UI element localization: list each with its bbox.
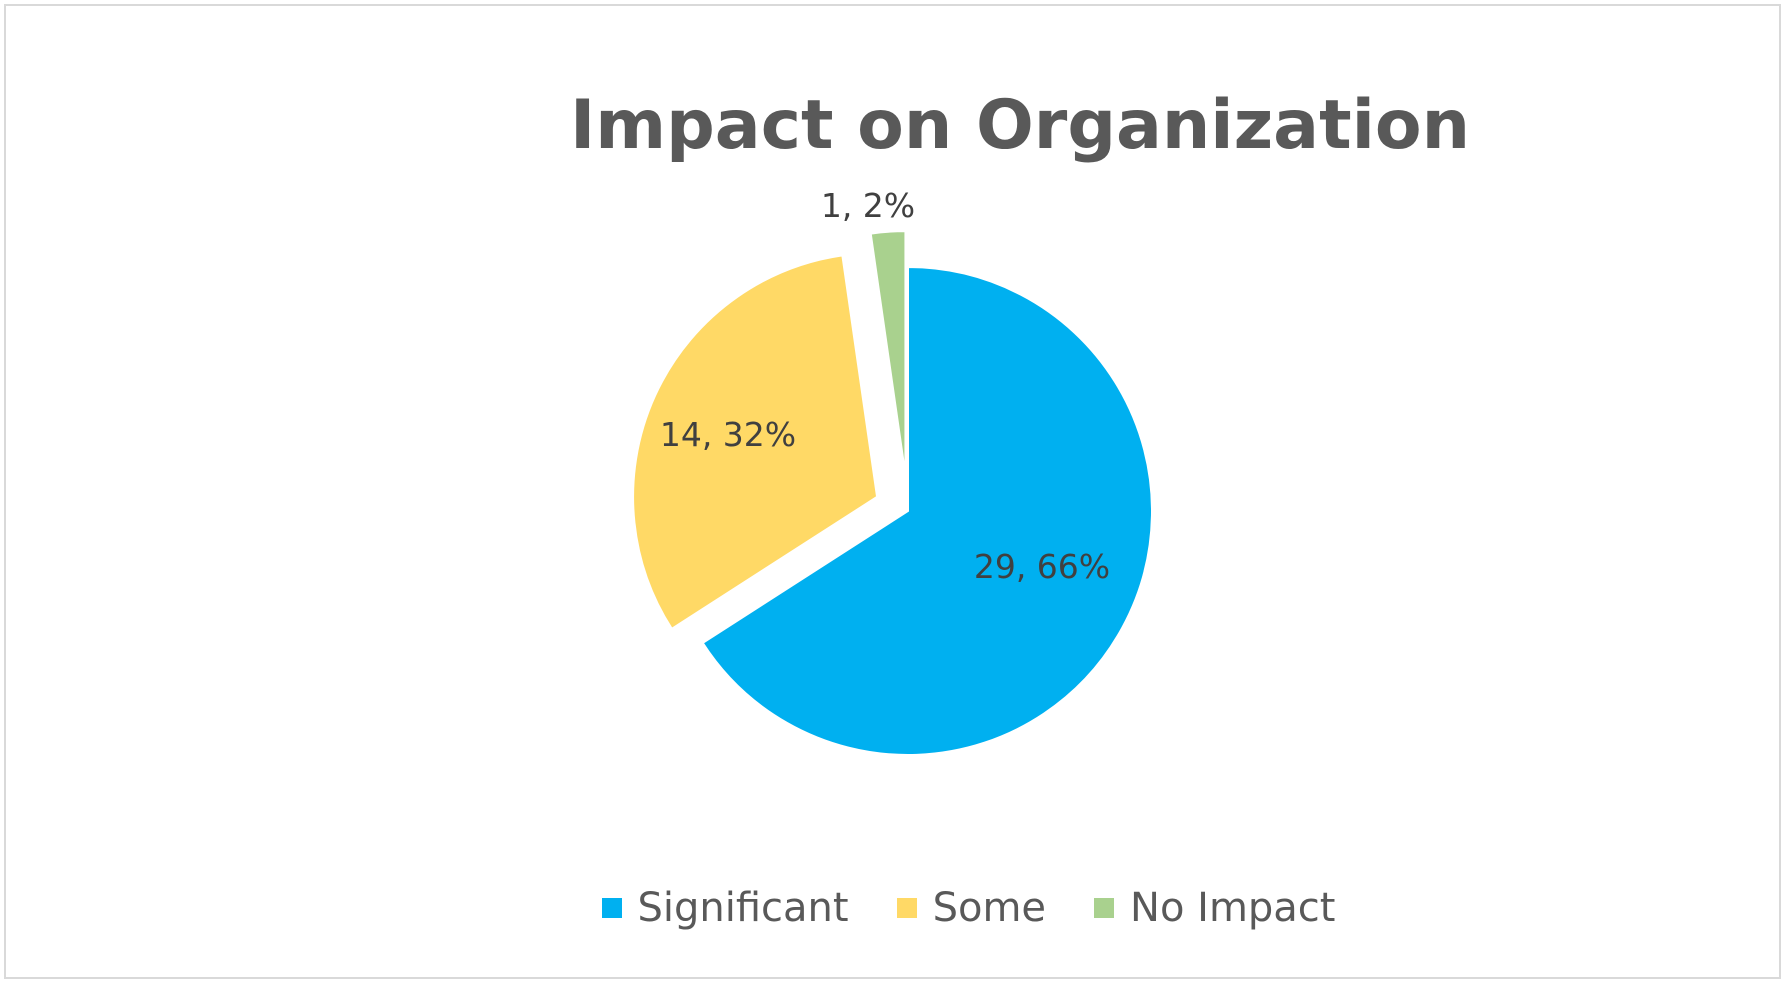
data-label-some: 14, 32% bbox=[660, 415, 796, 454]
pie-slice-no-impact bbox=[869, 230, 907, 476]
data-label-significant: 29, 66% bbox=[974, 547, 1110, 586]
legend-label-significant: Significant bbox=[637, 885, 849, 931]
legend-item-some: Some bbox=[896, 884, 1047, 932]
data-label-no-impact: 1, 2% bbox=[821, 186, 915, 225]
legend-item-significant: Significant bbox=[601, 884, 849, 932]
pie-slice-significant bbox=[701, 265, 1153, 756]
legend-swatch-no-impact bbox=[1094, 898, 1115, 918]
legend-swatch-some bbox=[896, 898, 917, 918]
legend-swatch-significant bbox=[601, 898, 622, 918]
chart-title: Impact on Organization bbox=[569, 86, 1471, 165]
chart-frame bbox=[4, 4, 1781, 979]
legend-label-some: Some bbox=[932, 885, 1047, 931]
legend: Significant Some No Impact bbox=[0, 880, 1787, 936]
legend-item-no-impact: No Impact bbox=[1094, 884, 1335, 932]
legend-label-no-impact: No Impact bbox=[1130, 885, 1336, 931]
pie-slice-some bbox=[632, 254, 879, 631]
